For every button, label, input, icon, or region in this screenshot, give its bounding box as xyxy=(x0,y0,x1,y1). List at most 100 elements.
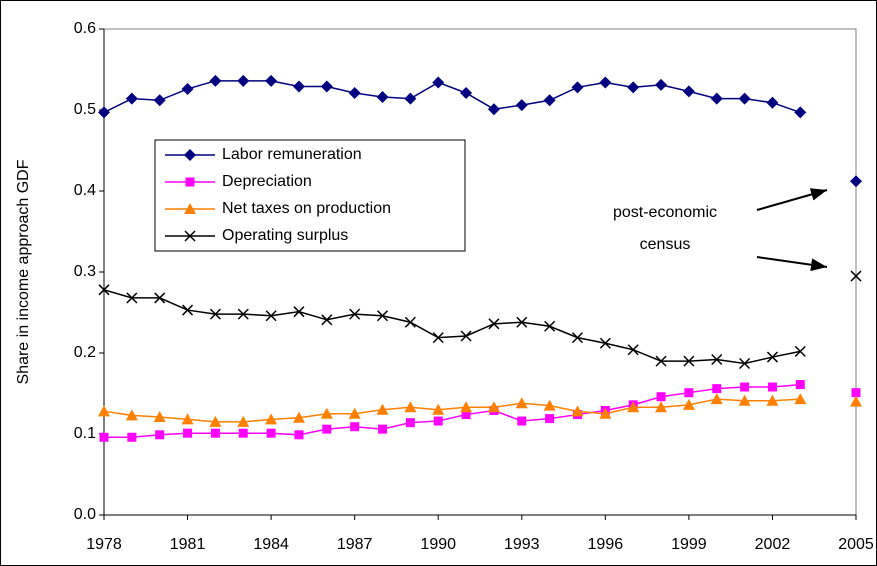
point xyxy=(183,428,193,438)
point xyxy=(740,382,750,392)
point xyxy=(433,416,443,426)
point xyxy=(349,308,361,320)
point xyxy=(571,405,584,417)
point xyxy=(181,82,194,95)
point xyxy=(127,432,137,442)
legend-label: Net taxes on production xyxy=(222,200,391,217)
point xyxy=(767,382,777,392)
point xyxy=(293,306,305,318)
y-axis-label: Share in income approach GDF xyxy=(15,159,32,384)
point xyxy=(627,401,640,413)
point xyxy=(488,318,500,330)
point xyxy=(599,76,612,89)
x-tick-label: 1996 xyxy=(588,536,624,553)
point xyxy=(543,94,556,107)
point xyxy=(181,413,194,425)
legend-marker xyxy=(184,230,196,242)
point xyxy=(376,310,389,322)
point xyxy=(265,413,278,425)
point xyxy=(545,414,555,424)
point xyxy=(850,175,862,188)
x-tick-label: 2005 xyxy=(838,536,874,553)
point xyxy=(320,407,333,419)
point xyxy=(850,395,862,407)
x-tick-label: 1984 xyxy=(253,536,289,553)
point xyxy=(126,292,138,304)
point xyxy=(571,332,584,344)
point xyxy=(292,80,305,93)
point xyxy=(850,270,862,282)
point xyxy=(237,308,249,320)
point xyxy=(710,92,723,105)
legend-box xyxy=(154,139,466,252)
point xyxy=(348,407,361,419)
point xyxy=(851,388,861,398)
point xyxy=(543,399,556,411)
point xyxy=(461,410,471,420)
point xyxy=(794,345,806,357)
point xyxy=(460,330,472,342)
point xyxy=(712,384,722,394)
point xyxy=(738,394,751,406)
point xyxy=(487,401,500,413)
x-tick-label: 1978 xyxy=(86,536,122,553)
annotation: post-economic xyxy=(613,204,717,221)
point xyxy=(350,422,360,432)
point xyxy=(739,357,751,370)
point xyxy=(265,74,278,87)
point xyxy=(627,81,640,94)
legend-label: Labor remuneration xyxy=(222,146,362,163)
point xyxy=(153,410,166,422)
point xyxy=(460,86,473,99)
legend-marker xyxy=(184,203,196,214)
legend-label: Operating surplus xyxy=(222,227,348,244)
point xyxy=(571,81,584,94)
point xyxy=(682,398,695,410)
point xyxy=(125,92,138,105)
point xyxy=(794,106,807,119)
point xyxy=(627,344,639,356)
x-tick-label: 2002 xyxy=(755,536,791,553)
point xyxy=(710,393,723,405)
point xyxy=(98,405,110,417)
point xyxy=(515,99,528,112)
point xyxy=(405,418,415,428)
point xyxy=(599,337,611,349)
y-tick-label: 0.1 xyxy=(74,425,96,442)
y-tick-label: 0.2 xyxy=(74,344,96,361)
annotation: census xyxy=(640,236,691,253)
point xyxy=(711,353,723,366)
point xyxy=(238,428,248,438)
point xyxy=(515,397,528,409)
annotation-arrow xyxy=(756,188,828,211)
point xyxy=(98,106,110,119)
x-tick-label: 1999 xyxy=(671,536,707,553)
point xyxy=(348,86,361,99)
y-tick-label: 0.6 xyxy=(74,20,96,37)
point xyxy=(655,355,667,367)
point xyxy=(432,76,445,89)
point xyxy=(237,415,250,427)
point xyxy=(599,407,612,419)
point xyxy=(517,416,527,426)
x-tick-label: 1987 xyxy=(337,536,373,553)
point xyxy=(292,411,305,423)
legend: Labor remuneration Depreciation Net taxes … xyxy=(154,139,466,252)
point xyxy=(516,316,528,328)
point xyxy=(766,394,779,406)
point xyxy=(209,415,222,427)
point xyxy=(487,103,500,116)
point xyxy=(322,424,332,434)
y-tick-label: 0.5 xyxy=(74,101,96,118)
legend-label: Depreciation xyxy=(222,173,312,190)
annotation-arrow xyxy=(756,256,828,272)
y-tick-label: 0.3 xyxy=(74,263,96,280)
point xyxy=(682,85,695,98)
legend-marker xyxy=(185,177,195,187)
x-tick-label: 1981 xyxy=(170,536,206,553)
y-tick-label: 0.4 xyxy=(74,182,96,199)
point xyxy=(378,424,388,434)
